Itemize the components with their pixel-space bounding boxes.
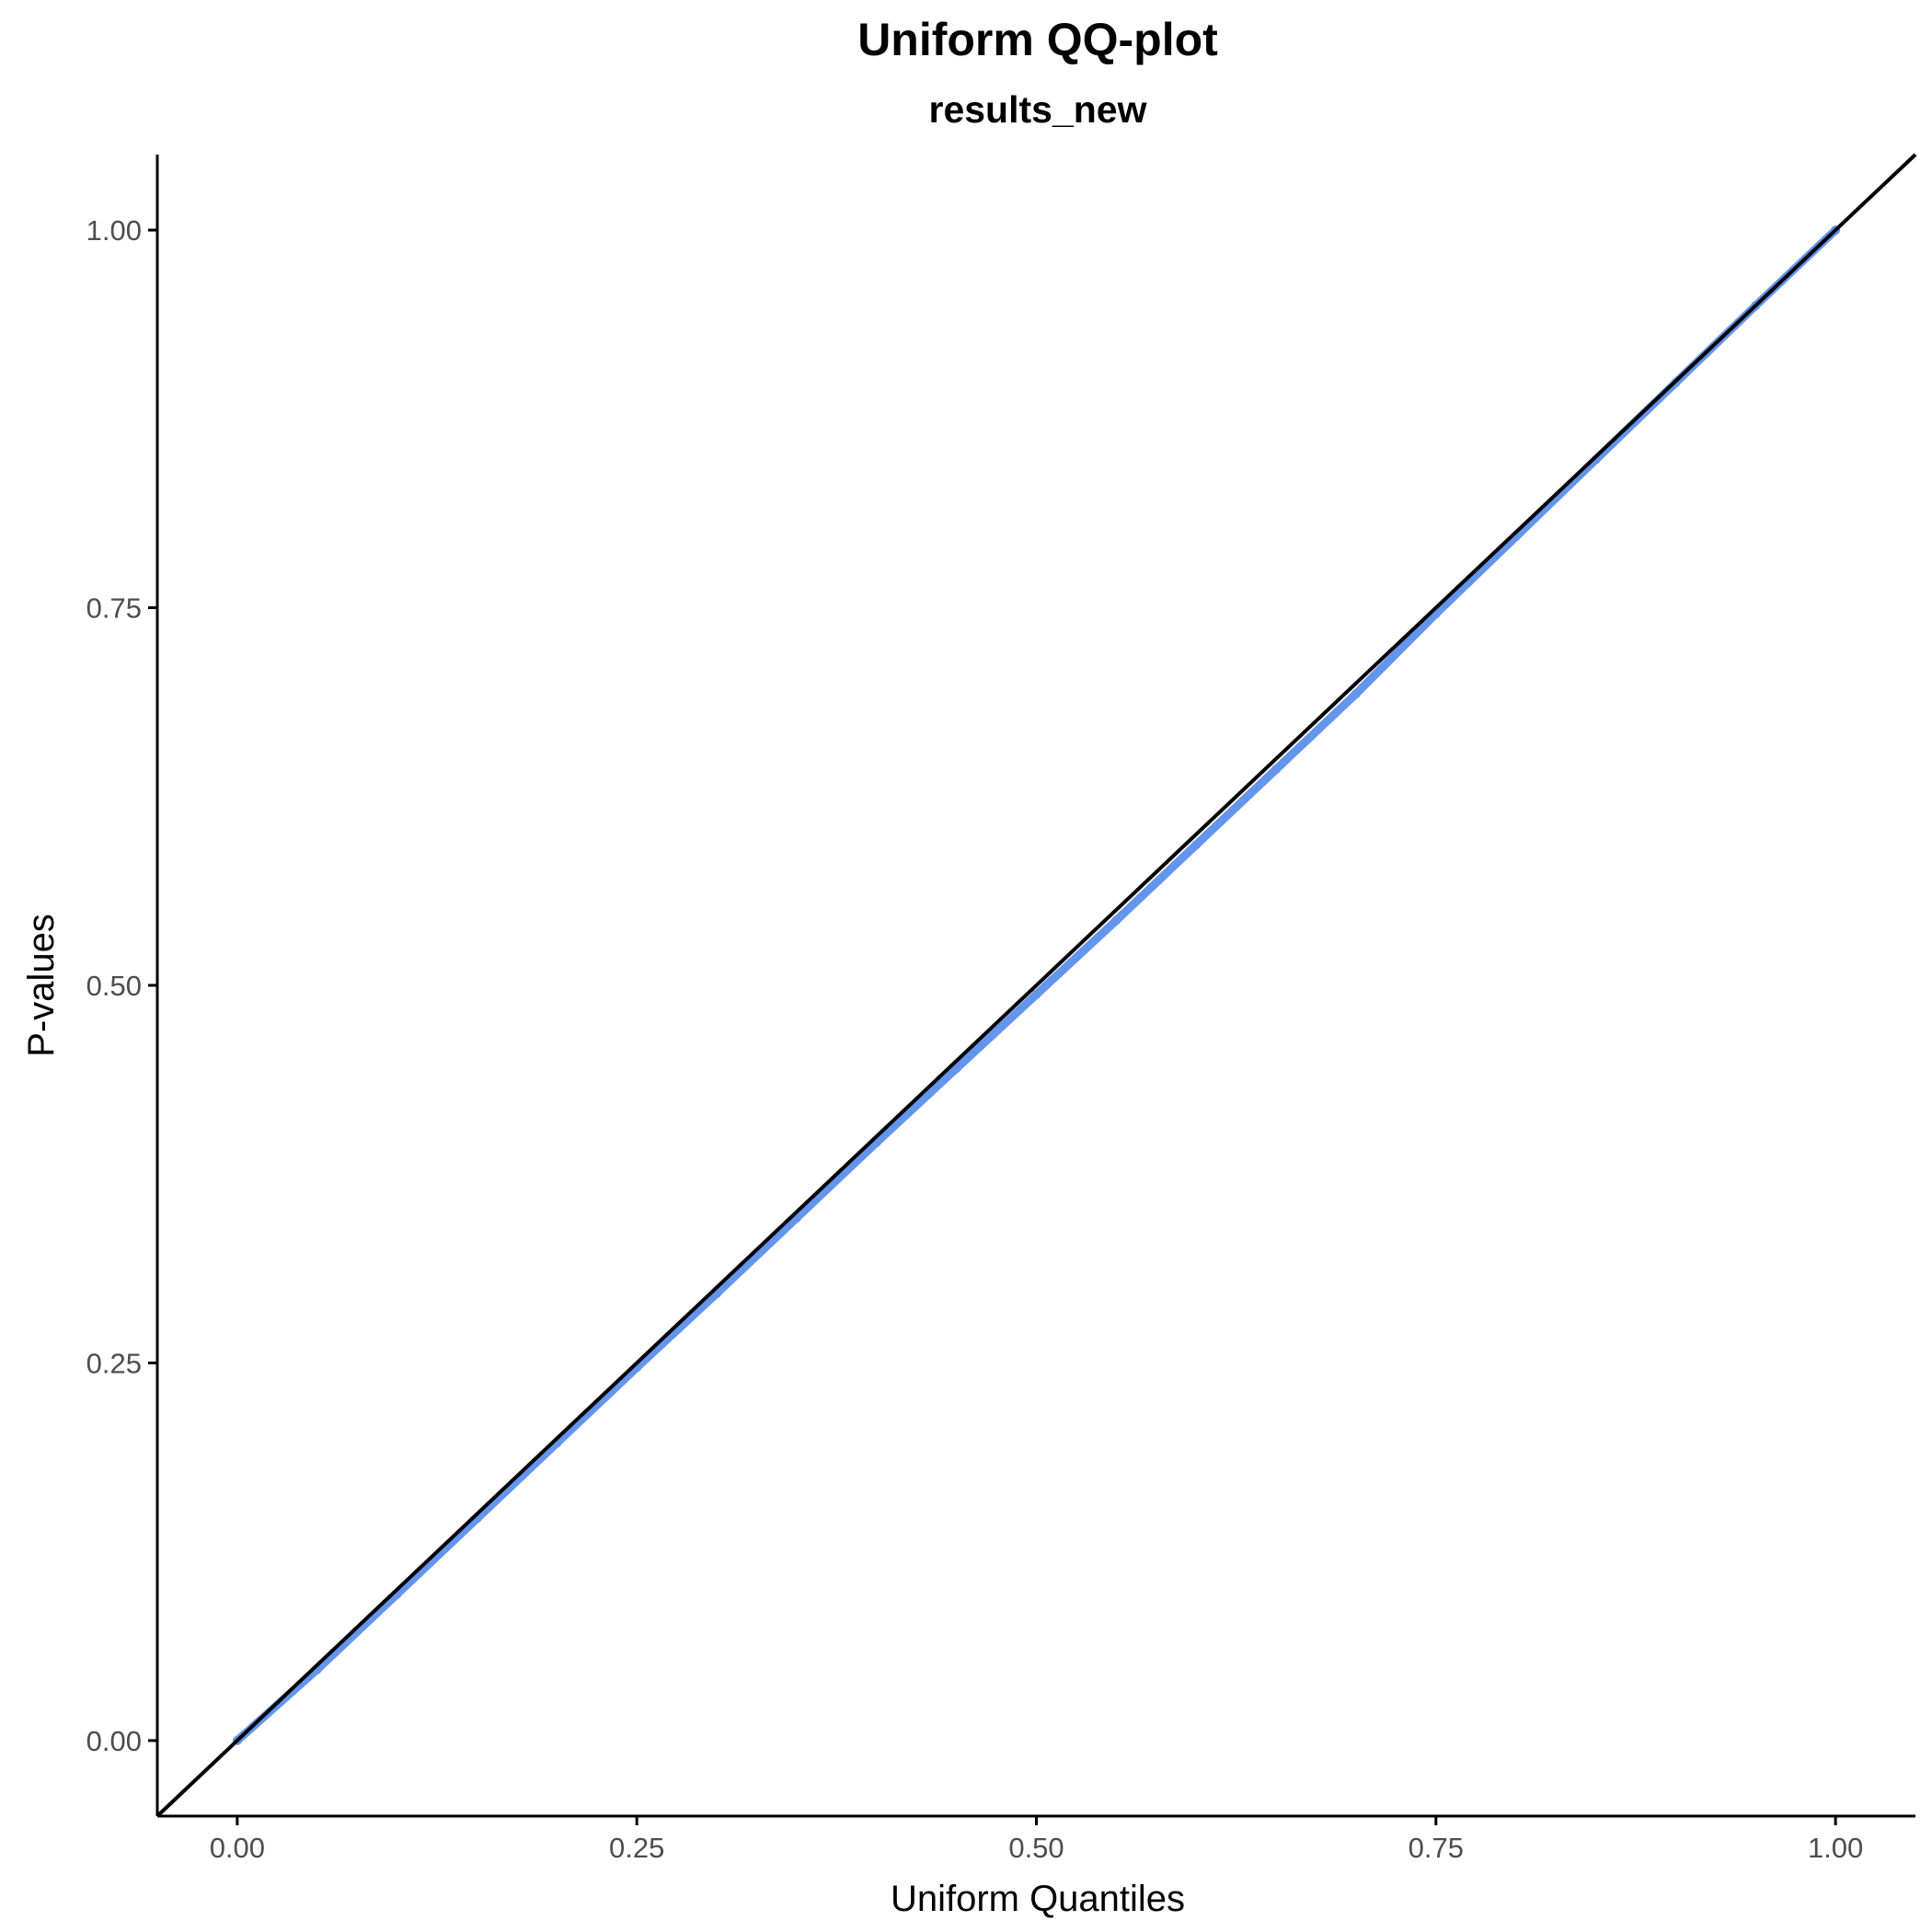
- x-tick-label: 0.75: [1409, 1832, 1464, 1864]
- x-axis-title: Uniform Quantiles: [891, 1879, 1185, 1919]
- reference-line: [155, 153, 1917, 1818]
- y-tick-label: 0.75: [86, 592, 142, 625]
- x-axis-ticks: 0.00 0.25 0.50 0.75 1.00: [210, 1816, 1863, 1864]
- x-tick-label: 0.25: [609, 1832, 664, 1864]
- qq-point: [1031, 989, 1041, 999]
- y-tick-label: 0.00: [86, 1725, 142, 1757]
- plot-area: [155, 153, 1917, 1818]
- qq-point: [1351, 689, 1361, 699]
- y-tick-label: 1.00: [86, 214, 142, 247]
- qq-point: [951, 1064, 961, 1074]
- y-axis-ticks: 0.00 0.25 0.50 0.75 1.00: [86, 214, 157, 1757]
- qq-point: [1271, 765, 1282, 775]
- qq-point: [1191, 840, 1202, 850]
- y-tick-label: 0.25: [86, 1347, 142, 1379]
- x-tick-label: 0.50: [1008, 1832, 1064, 1864]
- chart-subtitle: results_new: [929, 88, 1147, 131]
- y-tick-label: 0.50: [86, 970, 142, 1002]
- y-axis-title: P-values: [21, 914, 62, 1057]
- x-tick-label: 1.00: [1808, 1832, 1863, 1864]
- x-tick-label: 0.00: [210, 1832, 265, 1864]
- chart-title: Uniform QQ-plot: [857, 14, 1218, 65]
- qq-point: [1111, 915, 1121, 926]
